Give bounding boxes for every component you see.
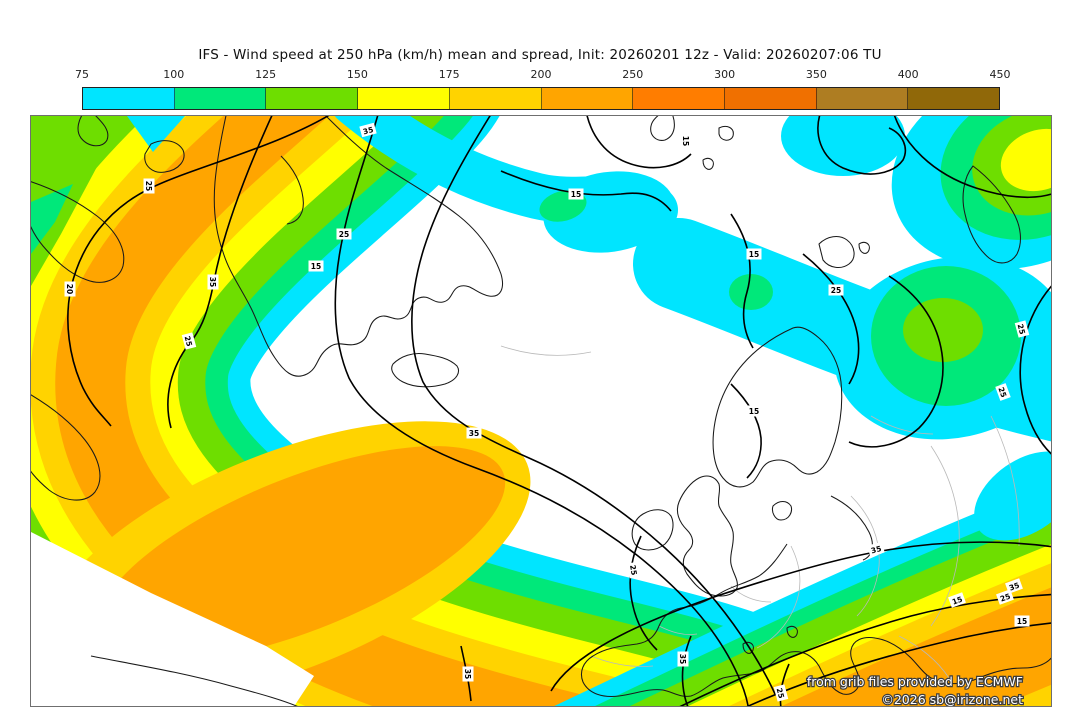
colorbar-tick-label: 200	[530, 68, 552, 81]
colorbar-tick-label: 75	[75, 68, 89, 81]
colorbar-tick-label: 350	[805, 68, 827, 81]
contour-label: 25	[181, 332, 197, 350]
colorbar-tick-label: 400	[897, 68, 919, 81]
svg-text:35: 35	[208, 277, 217, 287]
contour-label: 25	[627, 561, 641, 579]
credit-copyright: ©2026 sb@irizone.net	[881, 692, 1023, 706]
colorbar-segment	[724, 88, 817, 109]
svg-text:35: 35	[463, 669, 472, 679]
contour-label: 15	[568, 188, 584, 200]
contour-label: 15	[746, 248, 762, 260]
svg-text:25: 25	[999, 592, 1012, 604]
svg-text:15: 15	[571, 190, 581, 199]
colorbar-tick-label: 300	[714, 68, 736, 81]
colorbar-segment	[266, 88, 359, 109]
svg-text:15: 15	[681, 136, 690, 146]
colorbar-tick-label: 250	[622, 68, 644, 81]
colorbar-tick-label: 175	[438, 68, 460, 81]
coastlines	[31, 116, 1051, 706]
svg-text:15: 15	[311, 262, 321, 271]
contour-label: 25	[336, 228, 352, 240]
svg-text:35: 35	[469, 429, 479, 438]
colorbar-segment	[633, 88, 725, 109]
svg-text:35: 35	[870, 544, 882, 555]
contour-label: 25	[143, 178, 155, 194]
colorbar-segment	[816, 88, 909, 109]
svg-text:25: 25	[144, 181, 153, 191]
contour-label: 35	[867, 541, 885, 557]
contour-label: 35	[207, 274, 219, 290]
colorbar-tick-label: 125	[255, 68, 277, 81]
wind-speed-fills	[31, 116, 1051, 706]
colorbar-segment	[908, 88, 1000, 109]
svg-text:25: 25	[628, 564, 639, 576]
colorbar-tick-label: 450	[989, 68, 1011, 81]
colorbar-segment	[449, 88, 542, 109]
colorbar	[82, 87, 1000, 110]
contour-label: 35	[466, 427, 482, 439]
contour-label: 15	[1014, 615, 1030, 627]
svg-text:25: 25	[775, 687, 786, 699]
svg-text:25: 25	[831, 286, 841, 295]
svg-text:20: 20	[65, 284, 74, 294]
contour-label: 35	[677, 651, 689, 667]
contour-label: 25	[995, 383, 1011, 401]
contour-label: 25	[1014, 320, 1030, 338]
contour-label: 15	[948, 592, 966, 608]
svg-text:25: 25	[996, 386, 1008, 399]
svg-text:25: 25	[183, 335, 194, 347]
contour-label: 35	[462, 666, 474, 682]
colorbar-tick-label: 150	[346, 68, 368, 81]
contour-label: 15	[746, 405, 762, 417]
contour-labels: 2520352515352515151525252515352535352515…	[64, 122, 1030, 702]
svg-text:35: 35	[362, 125, 374, 136]
svg-text:15: 15	[749, 407, 759, 416]
map-canvas: from grib files provided by ECMWF ©2026 …	[30, 115, 1052, 707]
svg-text:15: 15	[1017, 617, 1027, 626]
svg-text:25: 25	[339, 230, 349, 239]
colorbar-segment	[358, 88, 450, 109]
colorbar-segment	[174, 88, 267, 109]
contour-label: 25	[828, 284, 844, 296]
colorbar-segment	[541, 88, 634, 109]
contour-label: 20	[64, 281, 76, 297]
contour-label: 15	[680, 133, 692, 149]
credit-source: from grib files provided by ECMWF	[807, 674, 1023, 689]
contour-label: 35	[359, 122, 377, 138]
border-lines	[500, 345, 1020, 679]
svg-text:15: 15	[951, 595, 964, 607]
svg-text:25: 25	[1016, 323, 1027, 335]
page-title: IFS - Wind speed at 250 hPa (km/h) mean …	[198, 47, 882, 63]
contour-label: 25	[996, 589, 1014, 605]
svg-text:35: 35	[678, 654, 687, 664]
colorbar-segment	[83, 88, 175, 109]
svg-text:35: 35	[1008, 581, 1021, 593]
contour-label: 25	[773, 684, 789, 702]
colorbar-tick-label: 100	[163, 68, 185, 81]
contour-label: 15	[308, 260, 324, 272]
svg-text:15: 15	[749, 250, 759, 259]
